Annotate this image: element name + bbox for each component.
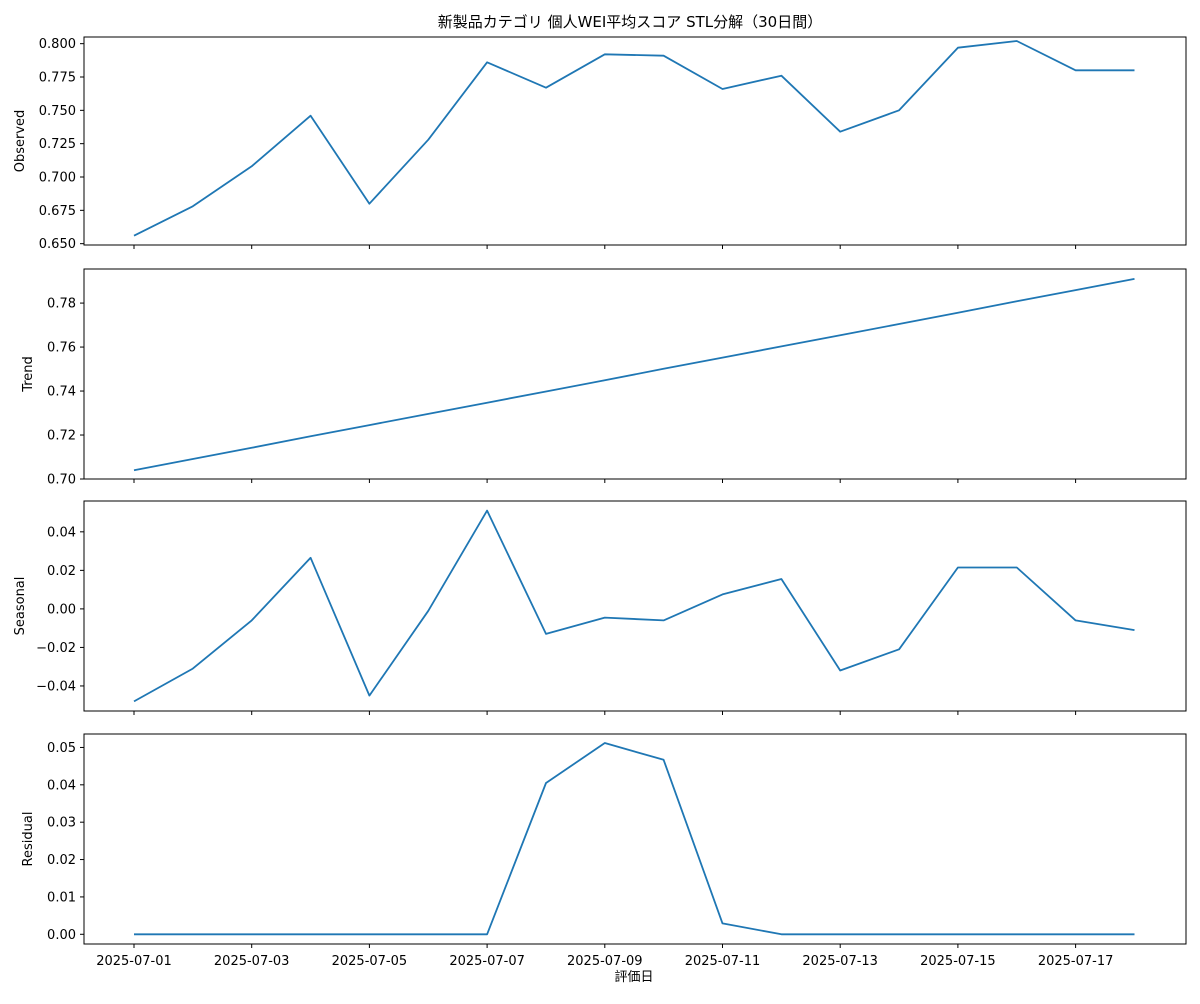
series-line-observed	[133, 40, 1135, 237]
y-tick-label: 0.05	[47, 741, 76, 756]
axes-frame	[83, 36, 1187, 246]
y-tick-label: 0.00	[47, 602, 76, 617]
series-line-residual	[134, 742, 1135, 936]
y-tick-label: 0.03	[47, 816, 76, 831]
y-tick-label: 0.76	[47, 341, 76, 356]
y-axis-label: Trend	[21, 356, 36, 393]
x-tick-label: 2025-07-11	[685, 954, 761, 969]
y-tick-label: 0.800	[39, 37, 76, 52]
y-tick-label: 0.70	[47, 473, 76, 488]
y-tick-label: 0.04	[47, 778, 76, 793]
y-tick-label: 0.02	[47, 564, 76, 579]
x-tick-label: 2025-07-13	[802, 954, 878, 969]
y-tick-label: 0.650	[39, 237, 76, 252]
y-tick-label: 0.775	[39, 71, 76, 86]
axes-frame	[83, 268, 1187, 480]
y-tick-label: 0.01	[47, 890, 76, 905]
x-tick-label: 2025-07-07	[449, 954, 525, 969]
x-axis-label: 評価日	[614, 970, 653, 985]
axes-frame	[83, 500, 1187, 712]
series-line-trend	[133, 278, 1135, 472]
y-tick-label: 0.700	[39, 171, 76, 186]
y-tick-label: 0.02	[47, 853, 76, 868]
x-tick-label: 2025-07-01	[96, 954, 172, 969]
x-tick-label: 2025-07-05	[332, 954, 408, 969]
y-tick-label: 0.78	[47, 297, 76, 312]
x-tick-label: 2025-07-17	[1038, 954, 1114, 969]
y-tick-label: 0.74	[47, 385, 76, 400]
y-axis-label: Residual	[21, 812, 36, 867]
y-axis-label: Observed	[13, 110, 28, 173]
y-tick-label: 0.725	[39, 137, 76, 152]
y-tick-label: 0.72	[47, 429, 76, 444]
y-tick-label: −0.04	[36, 679, 76, 694]
chart-title: 新製品カテゴリ 個人WEI平均スコア STL分解（30日間）	[438, 13, 822, 31]
x-tick-label: 2025-07-03	[214, 954, 290, 969]
y-axis-label: Seasonal	[13, 577, 28, 636]
y-tick-label: −0.02	[36, 641, 76, 656]
axes-frame	[83, 733, 1187, 945]
y-tick-label: 0.04	[47, 525, 76, 540]
y-tick-label: 0.750	[39, 104, 76, 119]
x-tick-label: 2025-07-09	[567, 954, 643, 969]
y-tick-label: 0.00	[47, 928, 76, 943]
y-tick-label: 0.675	[39, 204, 76, 219]
x-tick-label: 2025-07-15	[920, 954, 996, 969]
series-line-seasonal	[133, 509, 1135, 703]
